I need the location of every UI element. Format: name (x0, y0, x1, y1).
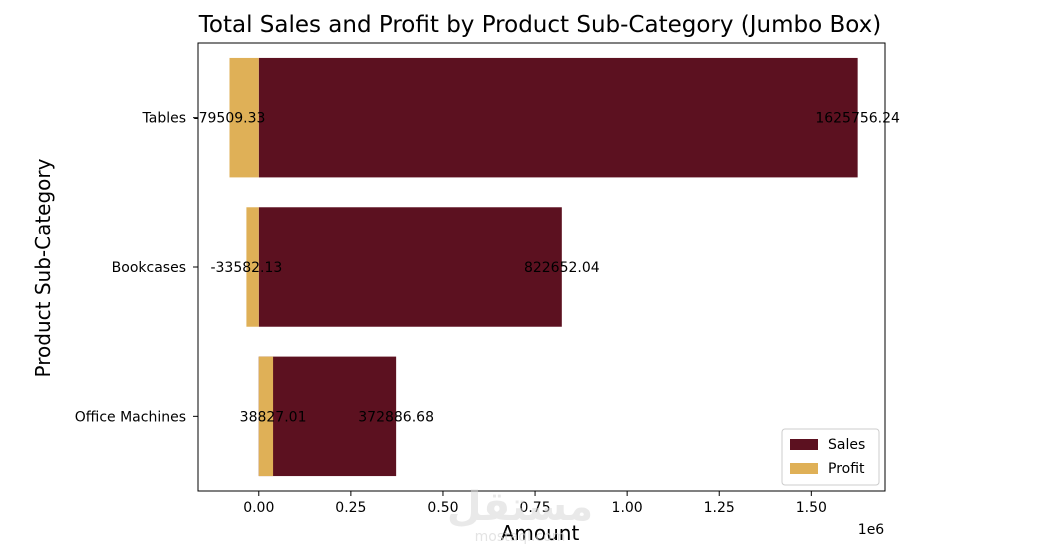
chart-title: Total Sales and Profit by Product Sub-Ca… (198, 12, 882, 38)
data-label-profit-tables: -79509.33 (194, 111, 266, 127)
x-axis-offset-label: 1e6 (858, 522, 885, 538)
watermark-url: mostaql.com (475, 529, 566, 545)
y-tick-label: Office Machines (75, 409, 186, 425)
x-tick-label: 0.50 (427, 500, 458, 516)
x-tick-label: 1.00 (612, 500, 643, 516)
y-axis-label: Product Sub-Category (31, 158, 55, 377)
x-tick-label: 0.75 (519, 500, 550, 516)
legend-swatch-profit (790, 463, 818, 474)
watermark: مستقل mostaql.com (447, 484, 593, 545)
x-tick-label: 0.00 (243, 500, 274, 516)
bar-profit-tables (229, 57, 259, 178)
data-label-profit-bookcases: -33582.13 (210, 260, 282, 276)
x-tick-label: 0.25 (335, 500, 366, 516)
plot-area: 1625756.24 -79509.33 Tables 822652.04 -33582… (75, 42, 900, 516)
bar-sales-bookcases (258, 207, 562, 327)
legend: Sales Profit (781, 428, 880, 486)
data-label-sales-bookcases: 822652.04 (524, 260, 600, 276)
legend-label-profit: Profit (828, 461, 865, 477)
x-tick-label: 1.25 (704, 500, 735, 516)
bar-profit-office-machines (258, 356, 274, 477)
legend-swatch-sales (790, 439, 818, 450)
x-axis-label: Amount (501, 521, 580, 545)
x-tick-label: 1.50 (796, 500, 827, 516)
bar-profit-bookcases (246, 207, 259, 327)
data-label-sales-tables: 1625756.24 (815, 111, 900, 127)
y-tick-label: Tables (142, 111, 187, 127)
watermark-logo: مستقل (447, 484, 593, 530)
data-label-sales-office-machines: 372886.68 (358, 409, 434, 425)
bar-sales-tables (258, 57, 858, 178)
bar-sales-office-machines (258, 356, 397, 477)
data-label-profit-office-machines: 38827.01 (240, 409, 307, 425)
legend-label-sales: Sales (828, 437, 865, 453)
y-tick-label: Bookcases (112, 260, 186, 276)
